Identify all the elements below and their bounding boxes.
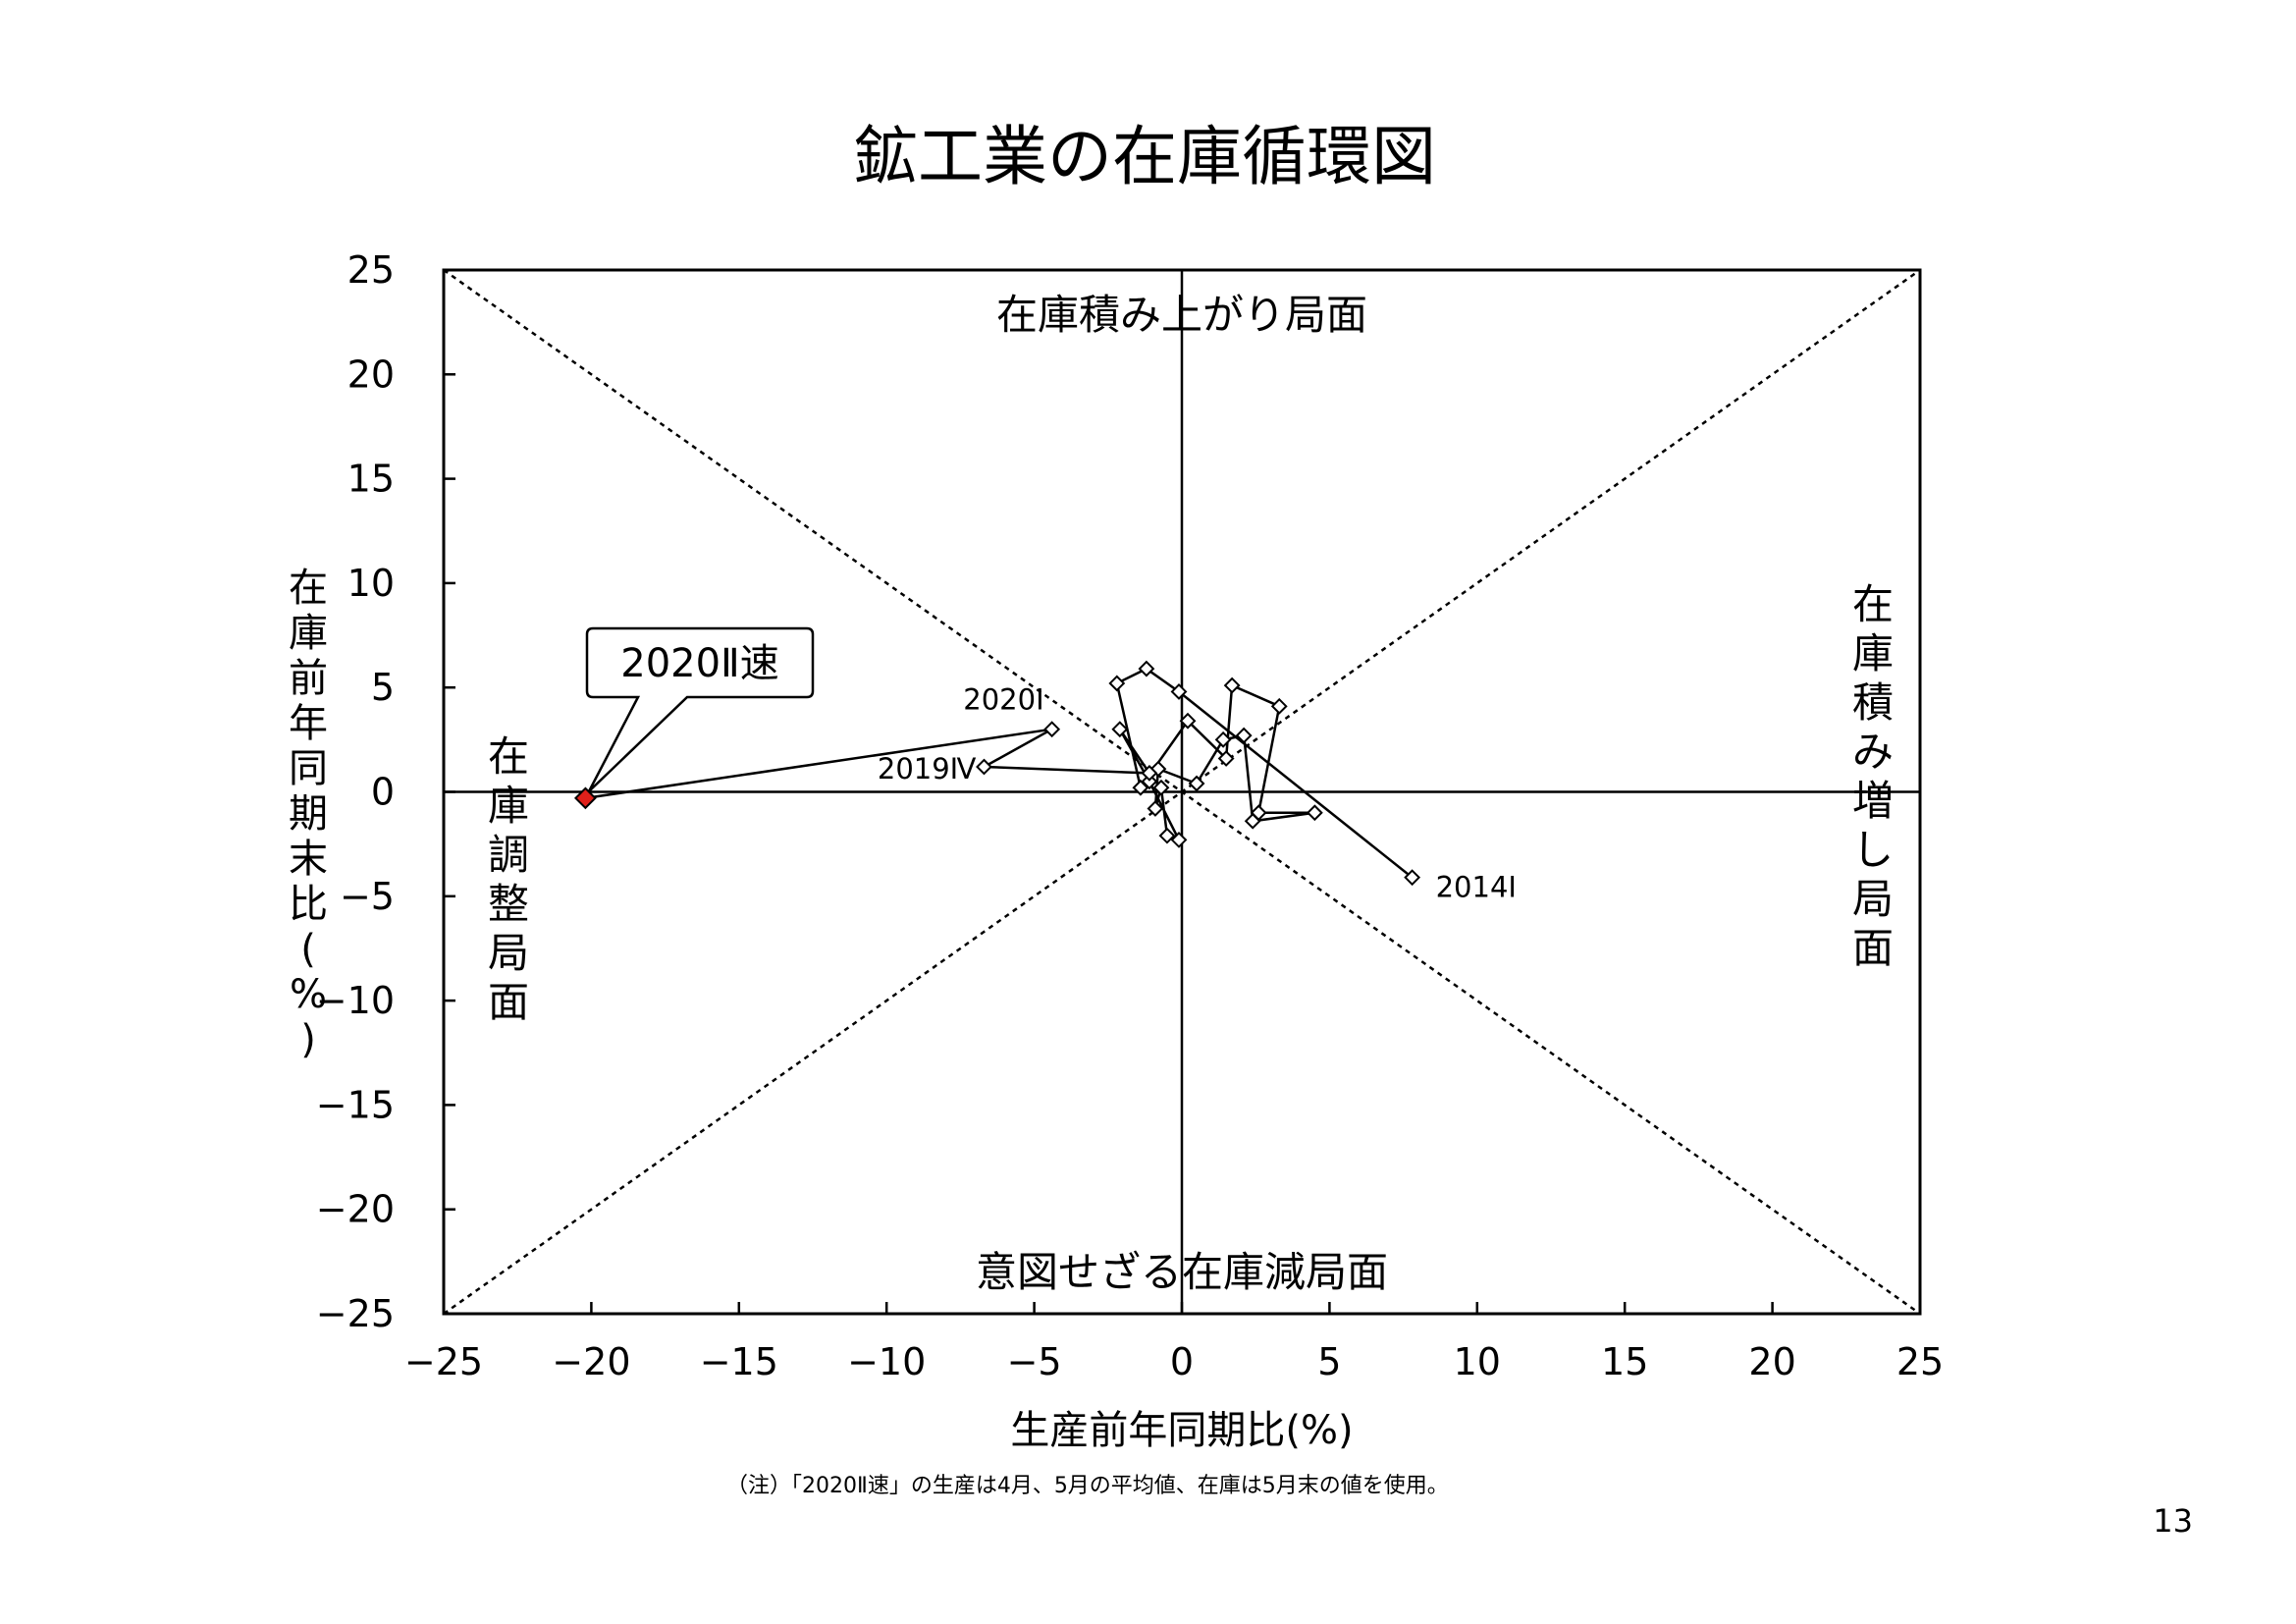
x-tick-label: −25 xyxy=(404,1340,483,1383)
quadrant-label-right-char: 在 xyxy=(1852,580,1894,628)
data-point xyxy=(1138,660,1155,677)
y-axis-label-char: ) xyxy=(300,1017,316,1062)
y-axis-label-char: 在 xyxy=(289,566,328,611)
x-tick-label: 20 xyxy=(1748,1340,1795,1383)
data-point-highlight xyxy=(573,786,597,810)
series-layer: 2014Ⅰ 2019Ⅳ 2020Ⅰ xyxy=(573,660,1517,904)
y-axis-label-char: 同 xyxy=(289,746,328,791)
callout-box xyxy=(585,626,815,792)
y-axis-label-char: 期 xyxy=(289,791,328,837)
data-point xyxy=(1141,773,1158,790)
quadrant-label-right-char: し xyxy=(1852,826,1894,874)
plot-area: −25 −20 −15 −10 −5 0 5 10 15 20 25 −25 −20 −15 −10 −5 0 5… xyxy=(316,248,1944,1383)
y-axis-label-char: 比 xyxy=(289,882,328,927)
callout-text: 2020Ⅱ速 xyxy=(620,641,778,686)
page-title: 鉱工業の在庫循環図 xyxy=(853,119,1436,194)
quadrant-label-bottom: 意図せざる在庫減局面 xyxy=(976,1248,1388,1296)
y-tick-label: −10 xyxy=(316,979,395,1022)
data-point xyxy=(1170,831,1188,848)
data-point xyxy=(1141,764,1158,782)
y-axis-label-char: 庫 xyxy=(289,611,328,656)
data-point xyxy=(1043,721,1061,738)
quadrant-label-right-char: 局 xyxy=(1852,875,1894,923)
x-tick-label: −10 xyxy=(847,1340,926,1383)
data-point xyxy=(1158,827,1176,844)
y-tick-label: −20 xyxy=(316,1188,395,1231)
x-tick-label: 10 xyxy=(1454,1340,1501,1383)
data-point xyxy=(1306,804,1323,822)
footnote: （注）「2020Ⅱ速」の生産は4月、5月の平均値、在庫は5月末の値を使用。 xyxy=(726,1474,1449,1498)
quadrant-label-right-char: み xyxy=(1852,728,1894,776)
data-point xyxy=(1170,683,1188,700)
x-tick-label: −20 xyxy=(552,1340,630,1383)
y-axis-label-char: 年 xyxy=(289,701,328,746)
axis-ticks: −25 −20 −15 −10 −5 0 5 10 15 20 25 −25 −20 −15 −10 −5 0 5… xyxy=(316,248,1944,1383)
y-axis-label-char: 末 xyxy=(289,837,328,882)
quadrant-label-left-char: 調 xyxy=(488,831,529,879)
y-tick-label: −15 xyxy=(316,1083,395,1126)
y-tick-label: 10 xyxy=(347,562,395,605)
quadrant-label-right-char: 面 xyxy=(1852,924,1894,972)
y-axis-label-char: % xyxy=(290,972,327,1017)
x-tick-label: 25 xyxy=(1896,1340,1944,1383)
quadrant-label-left-char: 面 xyxy=(488,978,529,1026)
data-point xyxy=(1147,800,1164,817)
data-point xyxy=(1108,675,1126,692)
data-point xyxy=(1223,677,1241,694)
quadrant-label-right-char: 増 xyxy=(1852,777,1894,825)
y-tick-label: 0 xyxy=(371,771,395,814)
data-point xyxy=(976,758,992,776)
quadrant-label-right-char: 積 xyxy=(1852,678,1894,727)
y-tick-label: 5 xyxy=(371,666,395,709)
quadrant-label-left-char: 局 xyxy=(488,929,529,977)
data-point xyxy=(1270,697,1288,715)
y-axis-label-char: ( xyxy=(300,927,316,972)
data-point xyxy=(1111,721,1129,738)
x-tick-label: −5 xyxy=(1007,1340,1062,1383)
data-point xyxy=(1244,812,1261,830)
x-axis-label: 生産前年同期比(%) xyxy=(1010,1408,1353,1453)
y-tick-label: −25 xyxy=(316,1292,395,1335)
y-tick-label: 25 xyxy=(347,248,395,292)
x-tick-label: 15 xyxy=(1601,1340,1648,1383)
x-tick-label: 5 xyxy=(1317,1340,1341,1383)
quadrant-label-left-char: 整 xyxy=(488,880,529,928)
data-point xyxy=(1214,731,1232,748)
data-point xyxy=(1179,712,1197,730)
x-tick-label: −15 xyxy=(700,1340,778,1383)
data-point xyxy=(1404,869,1421,887)
y-tick-label: 15 xyxy=(347,458,395,501)
quadrant-label-left-char: 庫 xyxy=(488,782,529,830)
quadrant-label-right-char: 庫 xyxy=(1852,629,1894,677)
point-label: 2020Ⅰ xyxy=(963,683,1043,717)
data-point xyxy=(1235,727,1253,744)
y-axis-label-char: 前 xyxy=(289,656,328,701)
quadrant-label-top: 在庫積み上がり局面 xyxy=(996,291,1367,339)
point-label: 2014Ⅰ xyxy=(1436,871,1517,904)
quadrant-label-left-char: 在 xyxy=(488,732,529,781)
data-point xyxy=(1188,775,1205,792)
data-point xyxy=(1217,750,1235,767)
page-number: 13 xyxy=(2153,1502,2193,1540)
point-label: 2019Ⅳ xyxy=(878,752,977,785)
y-tick-label: −5 xyxy=(340,875,395,918)
y-tick-label: 20 xyxy=(347,352,395,396)
x-tick-label: 0 xyxy=(1170,1340,1194,1383)
data-point xyxy=(1152,779,1170,796)
callout-2020-ii: 2020Ⅱ速 xyxy=(585,626,815,792)
